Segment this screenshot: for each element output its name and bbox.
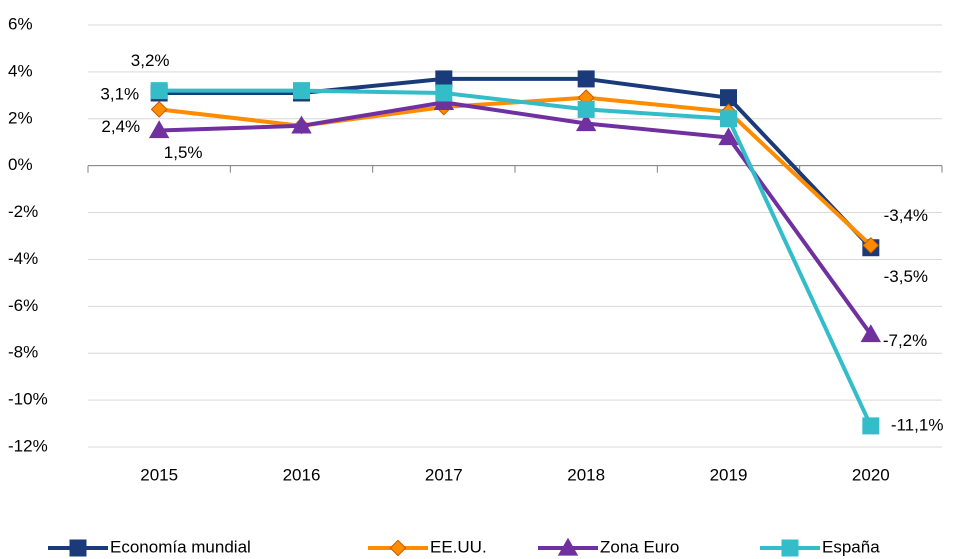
data-label: 2,4% bbox=[101, 117, 140, 136]
legend-label: EE.UU. bbox=[430, 537, 487, 556]
y-tick-label: 6% bbox=[8, 14, 33, 33]
series-line bbox=[159, 88, 873, 427]
point-marker bbox=[148, 120, 170, 139]
data-label: 3,1% bbox=[100, 84, 139, 103]
x-tick-label: 2018 bbox=[567, 465, 605, 484]
y-tick-label: -2% bbox=[8, 202, 38, 221]
data-label: -11,1% bbox=[891, 415, 944, 434]
point-marker bbox=[575, 113, 597, 132]
x-tick-label: 2015 bbox=[140, 465, 178, 484]
x-tick-label: 2019 bbox=[710, 465, 748, 484]
legend-marker bbox=[69, 539, 87, 557]
y-tick-label: -12% bbox=[8, 436, 48, 455]
point-marker bbox=[293, 82, 310, 100]
legend-label: Economía mundial bbox=[110, 537, 251, 556]
point-marker bbox=[720, 89, 737, 107]
y-tick-label: -6% bbox=[8, 296, 38, 315]
point-marker bbox=[862, 236, 880, 254]
x-tick-label: 2016 bbox=[283, 465, 321, 484]
point-marker bbox=[860, 324, 882, 343]
y-tick-label: -4% bbox=[8, 249, 38, 268]
legend-label: España bbox=[822, 537, 880, 556]
y-tick-label: -10% bbox=[8, 390, 48, 409]
data-label: -7,2% bbox=[883, 331, 927, 350]
point-marker bbox=[720, 110, 737, 128]
data-label: -3,4% bbox=[884, 206, 928, 225]
x-tick-label: 2017 bbox=[425, 465, 463, 484]
legend-label: Zona Euro bbox=[600, 537, 679, 556]
x-tick-label: 2020 bbox=[852, 465, 890, 484]
series-line bbox=[159, 76, 873, 250]
point-marker bbox=[862, 417, 880, 435]
point-marker bbox=[577, 100, 595, 118]
point-marker bbox=[150, 82, 168, 100]
legend-marker bbox=[557, 537, 579, 556]
legend-marker bbox=[781, 539, 799, 557]
data-label: 1,5% bbox=[164, 143, 203, 162]
point-marker bbox=[577, 70, 595, 88]
y-tick-label: 2% bbox=[8, 108, 33, 127]
y-tick-label: 0% bbox=[8, 155, 33, 174]
point-marker bbox=[435, 70, 453, 88]
point-marker bbox=[150, 100, 168, 118]
point-marker bbox=[435, 84, 453, 102]
legend-marker bbox=[389, 539, 407, 557]
data-label: 3,2% bbox=[131, 51, 170, 70]
point-marker bbox=[291, 115, 312, 134]
point-marker bbox=[718, 127, 739, 146]
y-tick-label: -8% bbox=[8, 343, 38, 362]
data-label: -3,5% bbox=[884, 267, 928, 286]
y-tick-label: 4% bbox=[8, 61, 33, 80]
